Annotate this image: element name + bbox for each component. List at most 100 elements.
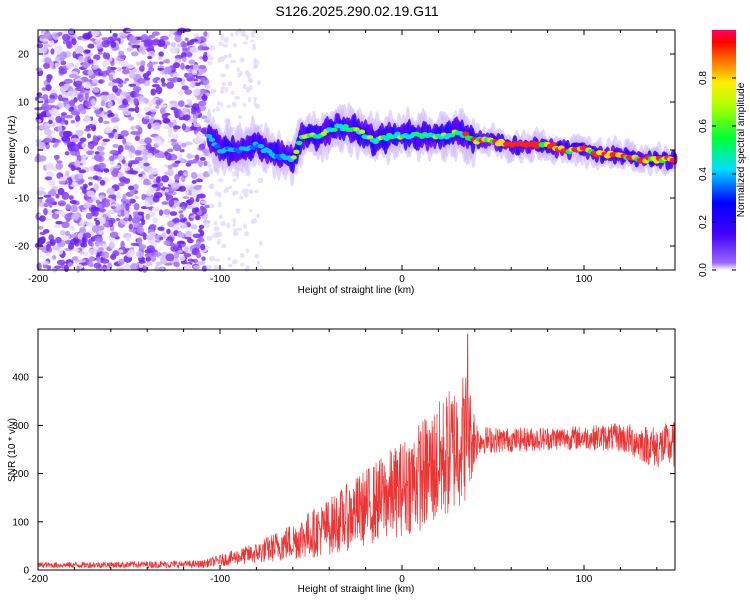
faint-noise-blob bbox=[209, 168, 213, 173]
noise-blob bbox=[151, 206, 160, 212]
noise-blob bbox=[178, 100, 185, 108]
noise-blob bbox=[127, 162, 133, 168]
noise-blob bbox=[180, 62, 185, 70]
noise-blob bbox=[164, 188, 169, 193]
noise-blob bbox=[197, 45, 205, 51]
noise-blob bbox=[112, 85, 119, 93]
noise-blob bbox=[100, 91, 110, 96]
faint-noise-blob bbox=[220, 220, 226, 227]
noise-blob bbox=[166, 228, 171, 235]
noise-blob bbox=[130, 160, 140, 165]
faint-noise-blob bbox=[217, 178, 224, 183]
noise-blob bbox=[57, 31, 63, 36]
noise-blob bbox=[195, 178, 203, 183]
noise-blob bbox=[60, 112, 68, 116]
noise-blob bbox=[163, 240, 171, 246]
noise-blob bbox=[154, 265, 160, 272]
trace-core bbox=[214, 144, 221, 149]
noise-blob bbox=[89, 38, 96, 42]
noise-blob bbox=[92, 175, 99, 180]
noise-blob bbox=[108, 133, 115, 139]
noise-blob bbox=[98, 116, 104, 124]
noise-blob bbox=[191, 259, 196, 263]
faint-noise-blob bbox=[256, 260, 260, 266]
noise-blob bbox=[97, 51, 103, 55]
noise-blob bbox=[98, 247, 104, 252]
noise-blob bbox=[169, 121, 174, 128]
noise-blob bbox=[49, 188, 57, 197]
noise-blob bbox=[167, 133, 174, 138]
noise-blob bbox=[201, 94, 208, 102]
noise-blob bbox=[124, 112, 132, 116]
noise-blob bbox=[108, 209, 114, 214]
noise-blob bbox=[39, 231, 46, 236]
noise-blob bbox=[42, 94, 49, 101]
faint-noise-blob bbox=[209, 45, 216, 51]
trace-core bbox=[448, 132, 456, 138]
noise-blob bbox=[125, 203, 130, 211]
noise-blob bbox=[56, 160, 63, 164]
noise-blob bbox=[199, 157, 206, 161]
noise-blob bbox=[192, 88, 201, 97]
snr-ytick-label: 400 bbox=[12, 373, 29, 384]
noise-blob bbox=[142, 265, 148, 273]
faint-noise-blob bbox=[245, 265, 250, 271]
noise-blob bbox=[61, 221, 70, 229]
snr-ytick-label: 0 bbox=[23, 566, 29, 577]
noise-blob bbox=[184, 188, 189, 197]
noise-blob bbox=[160, 77, 166, 84]
noise-blob bbox=[49, 238, 56, 247]
faint-noise-blob bbox=[226, 104, 232, 109]
noise-blob bbox=[192, 103, 200, 111]
trace-core bbox=[205, 133, 213, 139]
noise-blob bbox=[64, 120, 69, 125]
noise-blob bbox=[45, 84, 52, 91]
noise-blob bbox=[87, 69, 94, 76]
noise-blob bbox=[198, 143, 206, 150]
noise-blob bbox=[152, 217, 159, 224]
noise-blob bbox=[93, 183, 99, 191]
faint-noise-blob bbox=[242, 41, 249, 45]
faint-noise-blob bbox=[260, 124, 264, 128]
faint-noise-blob bbox=[232, 231, 239, 237]
noise-blob bbox=[108, 112, 115, 118]
faint-noise-blob bbox=[218, 214, 223, 220]
noise-blob bbox=[59, 85, 65, 93]
snr-ytick-label: 300 bbox=[12, 421, 29, 432]
noise-blob bbox=[117, 98, 123, 106]
faint-noise-blob bbox=[246, 72, 251, 76]
noise-blob bbox=[106, 187, 115, 195]
noise-blob bbox=[129, 198, 136, 204]
noise-blob bbox=[68, 164, 74, 168]
noise-blob bbox=[112, 250, 120, 257]
faint-noise-blob bbox=[228, 53, 232, 59]
faint-noise-blob bbox=[223, 54, 229, 59]
noise-blob bbox=[126, 47, 132, 52]
spectrogram-xlabel: Height of straight line (km) bbox=[298, 285, 415, 296]
faint-noise-blob bbox=[239, 57, 245, 63]
faint-noise-blob bbox=[230, 90, 235, 96]
noise-blob bbox=[151, 183, 159, 188]
noise-blob bbox=[49, 39, 55, 47]
faint-noise-blob bbox=[205, 84, 211, 89]
noise-blob bbox=[102, 138, 110, 142]
faint-noise-blob bbox=[210, 89, 215, 95]
trace-core bbox=[358, 129, 366, 134]
noise-blob bbox=[55, 115, 62, 123]
noise-blob bbox=[155, 105, 160, 109]
noise-blob bbox=[144, 137, 152, 145]
faint-noise-blob bbox=[230, 59, 237, 64]
noise-blob bbox=[65, 114, 74, 119]
noise-blob bbox=[102, 52, 108, 59]
faint-noise-blob bbox=[225, 186, 230, 190]
noise-blob bbox=[155, 261, 162, 266]
noise-blob bbox=[70, 238, 79, 245]
noise-blob bbox=[83, 128, 92, 132]
noise-blob bbox=[44, 57, 52, 64]
noise-blob bbox=[43, 44, 48, 53]
noise-blob bbox=[155, 99, 162, 106]
noise-blob bbox=[60, 60, 67, 66]
noise-blob bbox=[173, 251, 180, 259]
noise-blob bbox=[145, 213, 151, 220]
